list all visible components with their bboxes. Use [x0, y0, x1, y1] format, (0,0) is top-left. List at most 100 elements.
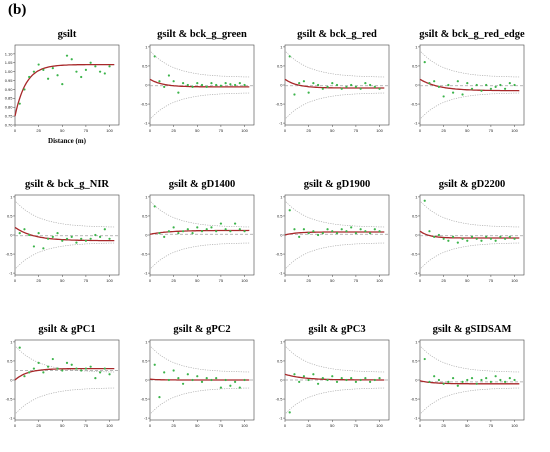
- x-tick-label: 50: [330, 278, 335, 283]
- data-point: [437, 378, 441, 382]
- y-tick-label: 0.5: [277, 213, 283, 218]
- model-curve: [149, 78, 250, 88]
- data-point: [466, 378, 469, 382]
- data-point: [200, 230, 204, 233]
- x-tick-label: 0: [14, 128, 17, 133]
- y-tick-label: -1: [279, 270, 283, 275]
- data-point: [219, 386, 223, 389]
- data-point: [437, 233, 441, 237]
- data-point: [18, 231, 21, 235]
- data-point: [499, 378, 502, 382]
- x-tick-label: 75: [219, 423, 224, 428]
- envelope-upper: [150, 51, 250, 78]
- y-tick-label: 0.80: [5, 105, 14, 110]
- x-tick-label: 0: [149, 128, 152, 133]
- model-curve: [149, 229, 250, 235]
- data-point: [46, 365, 50, 368]
- data-point: [37, 231, 40, 235]
- data-point: [191, 231, 194, 235]
- data-point: [210, 81, 213, 85]
- chart-panel: gsilt & bck_g_red_edge 0 25 50 75 100 -1 -0.5 0 0…: [411, 29, 525, 133]
- x-tick-label: 100: [241, 423, 248, 428]
- data-point: [23, 228, 26, 231]
- data-point: [215, 376, 218, 380]
- data-point: [368, 231, 372, 235]
- chart-panel: gsilt & bck_g_red 0 25 50 75 100 -1 -0.5 0 0.5 1: [276, 29, 390, 133]
- data-point: [480, 89, 483, 92]
- data-point: [224, 81, 227, 85]
- panel-title: gsilt & gD1900: [304, 179, 371, 190]
- x-tick-label: 0: [419, 278, 422, 283]
- data-point: [350, 376, 353, 380]
- data-point: [359, 228, 362, 231]
- data-point: [364, 230, 367, 233]
- data-point: [61, 83, 64, 86]
- envelope-lower: [150, 242, 250, 269]
- panel-title: gsilt & gPC2: [173, 324, 230, 335]
- data-point: [350, 83, 353, 87]
- chart-panel: gsilt & bck_g_NIR 0 25 50 75 100 -1 -0.5 0 0.5 1: [6, 179, 120, 283]
- model-curve: [284, 78, 385, 89]
- data-point: [475, 83, 478, 87]
- y-tick-label: 0.5: [412, 63, 418, 68]
- y-tick-label: 0: [415, 82, 418, 87]
- plot-frame: [14, 44, 120, 126]
- data-point: [335, 380, 339, 384]
- data-point: [158, 231, 161, 235]
- data-point: [158, 396, 161, 399]
- data-point: [499, 235, 502, 239]
- x-tick-label: 0: [14, 278, 17, 283]
- data-point: [302, 375, 306, 378]
- data-point: [103, 72, 106, 75]
- data-point: [368, 380, 372, 384]
- data-point: [61, 369, 64, 372]
- data-point: [191, 378, 194, 382]
- data-point: [470, 235, 474, 239]
- data-point: [378, 87, 381, 90]
- data-point: [153, 363, 156, 366]
- data-point: [215, 230, 218, 233]
- data-point: [196, 226, 199, 229]
- data-point: [503, 237, 507, 240]
- data-point: [423, 199, 426, 202]
- data-point: [451, 376, 455, 380]
- y-tick-label: 1: [415, 194, 418, 199]
- x-tick-label: 25: [36, 278, 41, 283]
- y-tick-label: 1: [280, 44, 283, 49]
- y-tick-label: 0.5: [7, 213, 13, 218]
- data-point: [196, 81, 199, 85]
- data-point: [354, 85, 358, 89]
- data-point: [433, 80, 436, 83]
- data-point: [298, 81, 301, 85]
- data-point: [233, 380, 237, 384]
- data-point: [238, 81, 241, 85]
- x-tick-label: 75: [84, 128, 89, 133]
- data-point: [177, 231, 180, 235]
- model-curve: [419, 78, 520, 92]
- data-point: [293, 93, 296, 96]
- panel-title: gsilt & bck_g_green: [157, 29, 247, 40]
- data-point: [503, 380, 507, 384]
- x-tick-label: 25: [441, 278, 446, 283]
- x-tick-label: 100: [511, 423, 518, 428]
- data-point: [470, 87, 474, 90]
- y-tick-label: 0.5: [142, 63, 148, 68]
- data-point: [98, 235, 102, 239]
- y-tick-label: -0.5: [6, 251, 14, 256]
- data-point: [451, 235, 455, 239]
- x-tick-label: 50: [60, 423, 65, 428]
- data-point: [219, 222, 223, 225]
- data-point: [75, 241, 78, 244]
- x-tick-label: 0: [149, 423, 152, 428]
- data-point: [42, 371, 45, 374]
- data-point: [428, 380, 431, 384]
- data-point: [326, 228, 329, 231]
- data-point: [229, 230, 232, 233]
- data-point: [437, 85, 441, 89]
- data-point: [373, 85, 376, 89]
- y-tick-label: 0.5: [142, 213, 148, 218]
- y-tick-label: 0: [280, 232, 283, 237]
- data-point: [243, 83, 246, 87]
- x-tick-label: 75: [219, 278, 224, 283]
- data-point: [233, 83, 237, 87]
